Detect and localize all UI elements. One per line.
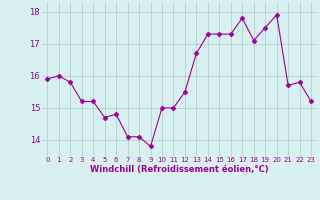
- X-axis label: Windchill (Refroidissement éolien,°C): Windchill (Refroidissement éolien,°C): [90, 165, 268, 174]
